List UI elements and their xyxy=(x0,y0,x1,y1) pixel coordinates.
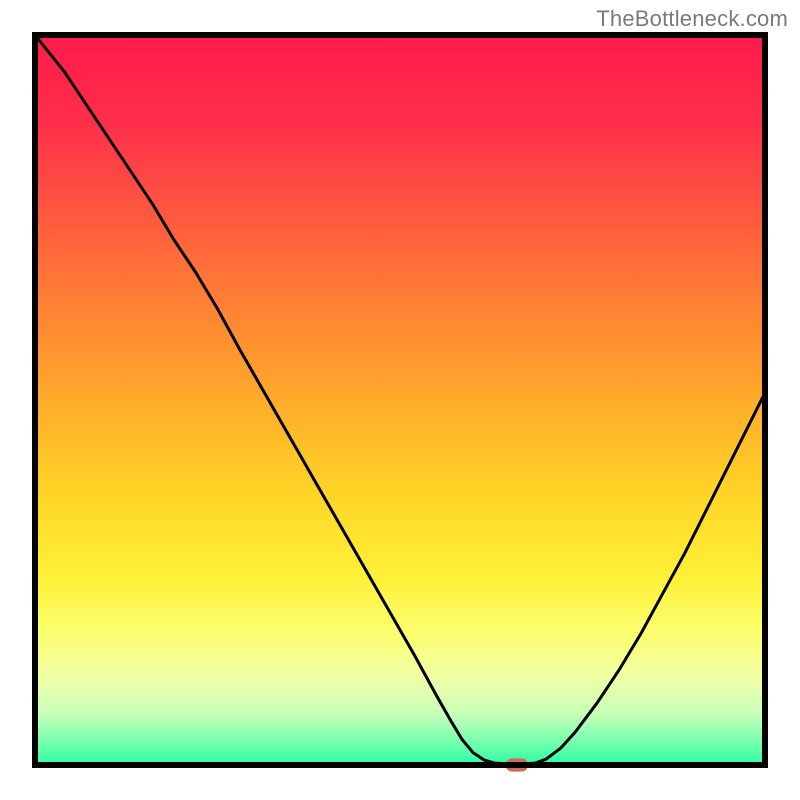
bottleneck-chart xyxy=(0,0,800,800)
chart-stage: TheBottleneck.com xyxy=(0,0,800,800)
watermark-text: TheBottleneck.com xyxy=(596,6,788,32)
gradient-background xyxy=(35,35,765,765)
